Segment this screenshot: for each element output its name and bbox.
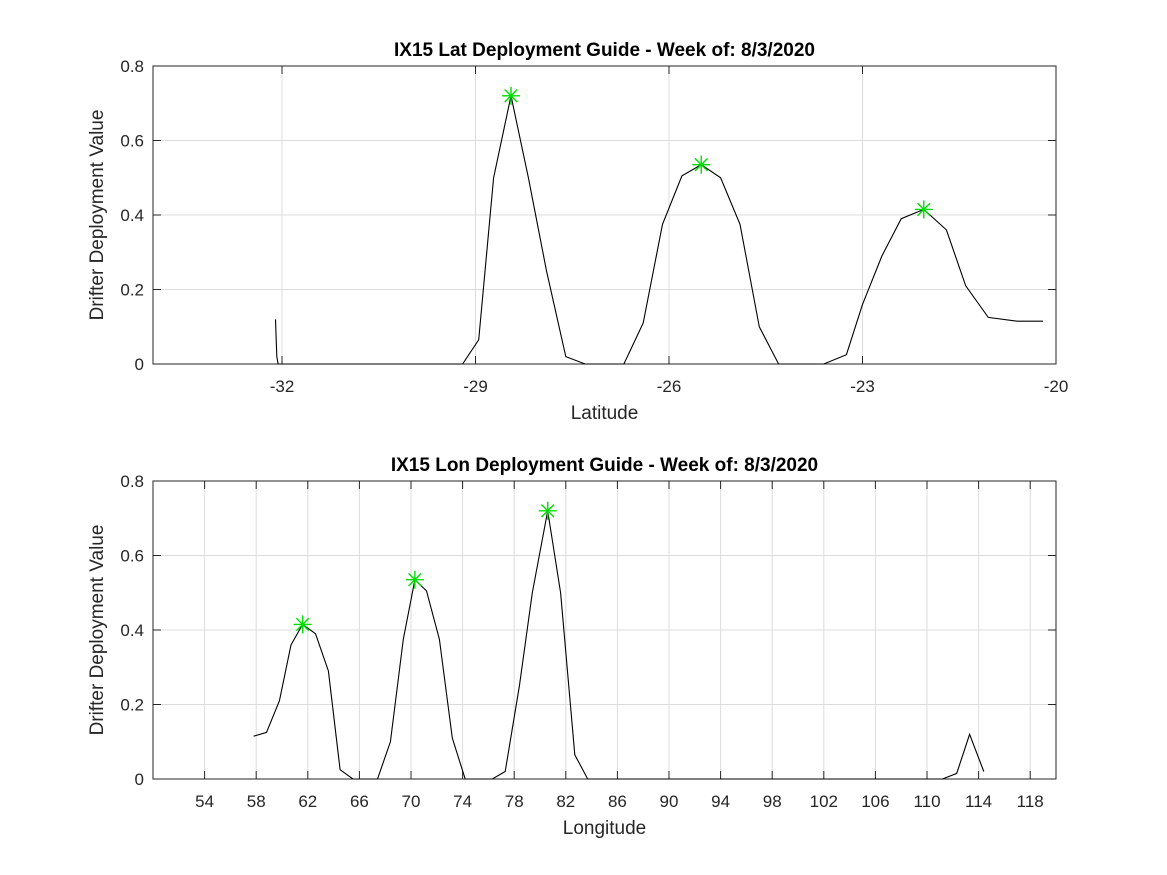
lon-plot-xtick-label: 78: [505, 792, 524, 811]
lon-plot-xtick-label: 102: [810, 792, 838, 811]
lat-plot-ytick-label: 0: [135, 355, 144, 374]
lat-plot-title: IX15 Lat Deployment Guide - Week of: 8/3…: [394, 40, 815, 61]
lat-plot-xtick-label: -23: [850, 377, 875, 396]
lon-plot-title: IX15 Lon Deployment Guide - Week of: 8/3…: [391, 455, 818, 476]
lon-plot-xtick-label: 82: [556, 792, 575, 811]
lon-plot-xtick-label: 70: [402, 792, 421, 811]
lon-plot-xtick-label: 94: [711, 792, 730, 811]
lon-plot-grid: [153, 480, 1056, 780]
lon-plot-xtick-label: 74: [453, 792, 472, 811]
lon-plot-xtick-label: 58: [247, 792, 266, 811]
lat-plot-xlabel: Latitude: [571, 403, 639, 424]
lat-plot-ytick-label: 0.8: [120, 57, 144, 76]
lat-plot-grid: [153, 65, 1057, 365]
lon-plot-xlabel: Longitude: [563, 818, 646, 839]
lat-plot-ytick-label: 0.2: [120, 281, 144, 300]
lat-plot-xtick-label: -20: [1044, 377, 1069, 396]
lon-plot-ytick-label: 0: [135, 770, 144, 789]
lon-plot-xtick-label: 66: [350, 792, 369, 811]
lon-plot-xtick-label: 90: [660, 792, 679, 811]
lat-plot-xtick-label: -26: [657, 377, 682, 396]
lat-plot-peak-marker: [692, 155, 711, 174]
lon-plot-xtick-label: 98: [763, 792, 782, 811]
lon-plot-ytick-label: 0.2: [120, 696, 144, 715]
lon-plot-peak-marker: [405, 570, 424, 589]
lon-plot-xtick-label: 86: [608, 792, 627, 811]
lon-plot-peak-marker: [293, 615, 312, 634]
lon-plot-ytick-label: 0.6: [120, 547, 144, 566]
lon-plot-ytick-label: 0.4: [120, 621, 144, 640]
lon-plot-ytick-label: 0.8: [120, 472, 144, 491]
lat-plot-series-line: [274, 95, 1044, 365]
lon-plot-ylabel: Drifter Deployment Value: [87, 525, 108, 736]
lon-plot-xtick-label: 54: [195, 792, 214, 811]
lon-plot-xtick-label: 118: [1017, 792, 1044, 811]
lon-plot-xtick-label: 110: [913, 792, 940, 811]
lon-plot-xtick-label: 106: [861, 792, 889, 811]
lat-plot-ytick-label: 0.4: [120, 206, 144, 225]
lon-plot-xtick-label: 114: [965, 792, 992, 811]
lat-plot-ylabel: Drifter Deployment Value: [87, 110, 108, 321]
lon-plot-xtick-label: 62: [298, 792, 317, 811]
lat-plot-ticks: -32 -29 -26 -23 -20 0 0.2 0.4 0.6 0.8: [120, 57, 1068, 396]
lon-plot: IX15 Lon Deployment Guide - Week of: 8/3…: [87, 455, 1057, 839]
lat-plot-ytick-label: 0.6: [120, 132, 144, 151]
lat-plot: IX15 Lat Deployment Guide - Week of: 8/3…: [87, 40, 1068, 424]
lon-plot-ticks: 54 58 62 66 70 74 78 82 86 90 94 98 102 106 110 114 118 0…: [120, 472, 1056, 811]
lat-plot-peak-marker: [914, 200, 933, 219]
lat-plot-xtick-label: -32: [270, 377, 295, 396]
lon-plot-peak-marker: [538, 501, 557, 520]
lon-plot-series-line: [253, 510, 985, 780]
lat-plot-peak-marker: [501, 86, 520, 105]
lat-plot-xtick-label: -29: [463, 377, 488, 396]
